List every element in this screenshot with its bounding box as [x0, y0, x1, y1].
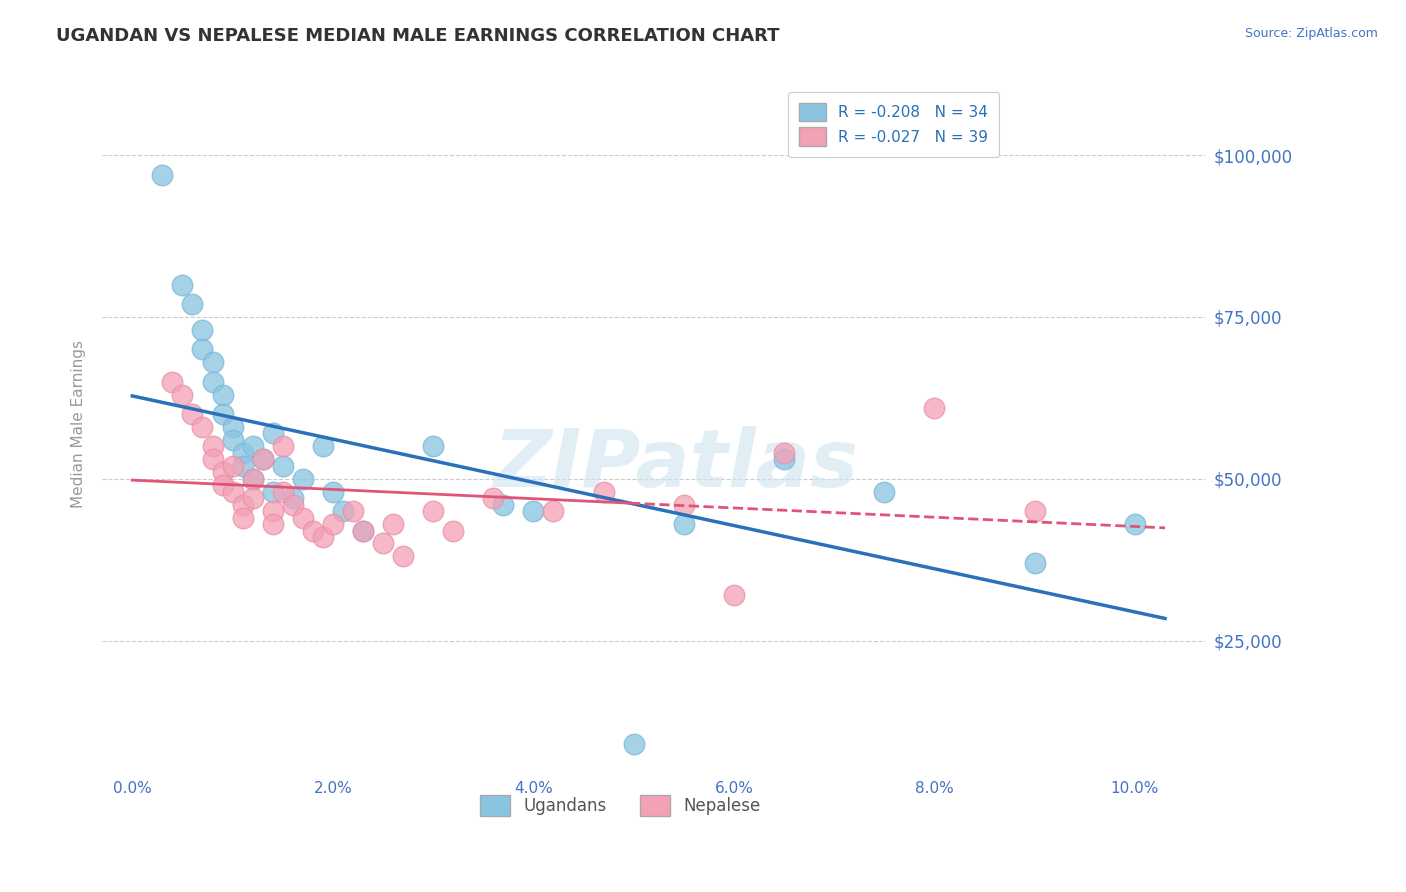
Point [441, 524, 464, 538]
Point [242, 439, 264, 453]
Point [252, 452, 274, 467]
Point [1024, 504, 1046, 518]
Point [422, 504, 444, 518]
Point [672, 498, 695, 512]
Point [723, 588, 745, 602]
Point [262, 484, 284, 499]
Point [873, 484, 896, 499]
Point [492, 498, 515, 512]
Legend: Ugandans, Nepalese: Ugandans, Nepalese [472, 787, 769, 824]
Point [773, 446, 796, 460]
Point [482, 491, 505, 505]
Point [201, 439, 224, 453]
Point [301, 524, 323, 538]
Point [150, 168, 173, 182]
Point [252, 452, 274, 467]
Point [172, 277, 194, 292]
Point [211, 387, 233, 401]
Point [543, 504, 565, 518]
Point [211, 465, 233, 479]
Point [191, 343, 214, 357]
Point [191, 323, 214, 337]
Point [221, 484, 243, 499]
Point [382, 516, 405, 531]
Point [322, 484, 344, 499]
Point [211, 478, 233, 492]
Y-axis label: Median Male Earnings: Median Male Earnings [72, 340, 86, 508]
Text: ZIPatlas: ZIPatlas [494, 426, 858, 504]
Point [221, 458, 243, 473]
Point [232, 498, 254, 512]
Point [332, 504, 354, 518]
Point [371, 536, 394, 550]
Point [312, 530, 335, 544]
Point [623, 737, 645, 751]
Point [271, 484, 294, 499]
Point [181, 407, 204, 421]
Point [392, 549, 415, 564]
Point [773, 452, 796, 467]
Point [672, 516, 695, 531]
Point [232, 446, 254, 460]
Point [271, 439, 294, 453]
Point [924, 401, 946, 415]
Point [242, 491, 264, 505]
Point [291, 472, 314, 486]
Point [291, 510, 314, 524]
Point [201, 452, 224, 467]
Text: Source: ZipAtlas.com: Source: ZipAtlas.com [1244, 27, 1378, 40]
Point [522, 504, 544, 518]
Point [271, 458, 294, 473]
Point [262, 426, 284, 441]
Point [262, 516, 284, 531]
Point [312, 439, 335, 453]
Point [281, 491, 304, 505]
Point [322, 516, 344, 531]
Point [172, 387, 194, 401]
Point [181, 297, 204, 311]
Point [191, 420, 214, 434]
Point [352, 524, 374, 538]
Point [221, 433, 243, 447]
Point [242, 472, 264, 486]
Point [422, 439, 444, 453]
Point [262, 504, 284, 518]
Point [211, 407, 233, 421]
Point [342, 504, 364, 518]
Point [281, 498, 304, 512]
Point [221, 420, 243, 434]
Point [242, 472, 264, 486]
Point [1123, 516, 1146, 531]
Point [592, 484, 614, 499]
Point [201, 375, 224, 389]
Point [201, 355, 224, 369]
Text: UGANDAN VS NEPALESE MEDIAN MALE EARNINGS CORRELATION CHART: UGANDAN VS NEPALESE MEDIAN MALE EARNINGS… [56, 27, 780, 45]
Point [1024, 556, 1046, 570]
Point [232, 458, 254, 473]
Point [352, 524, 374, 538]
Point [232, 510, 254, 524]
Point [162, 375, 184, 389]
